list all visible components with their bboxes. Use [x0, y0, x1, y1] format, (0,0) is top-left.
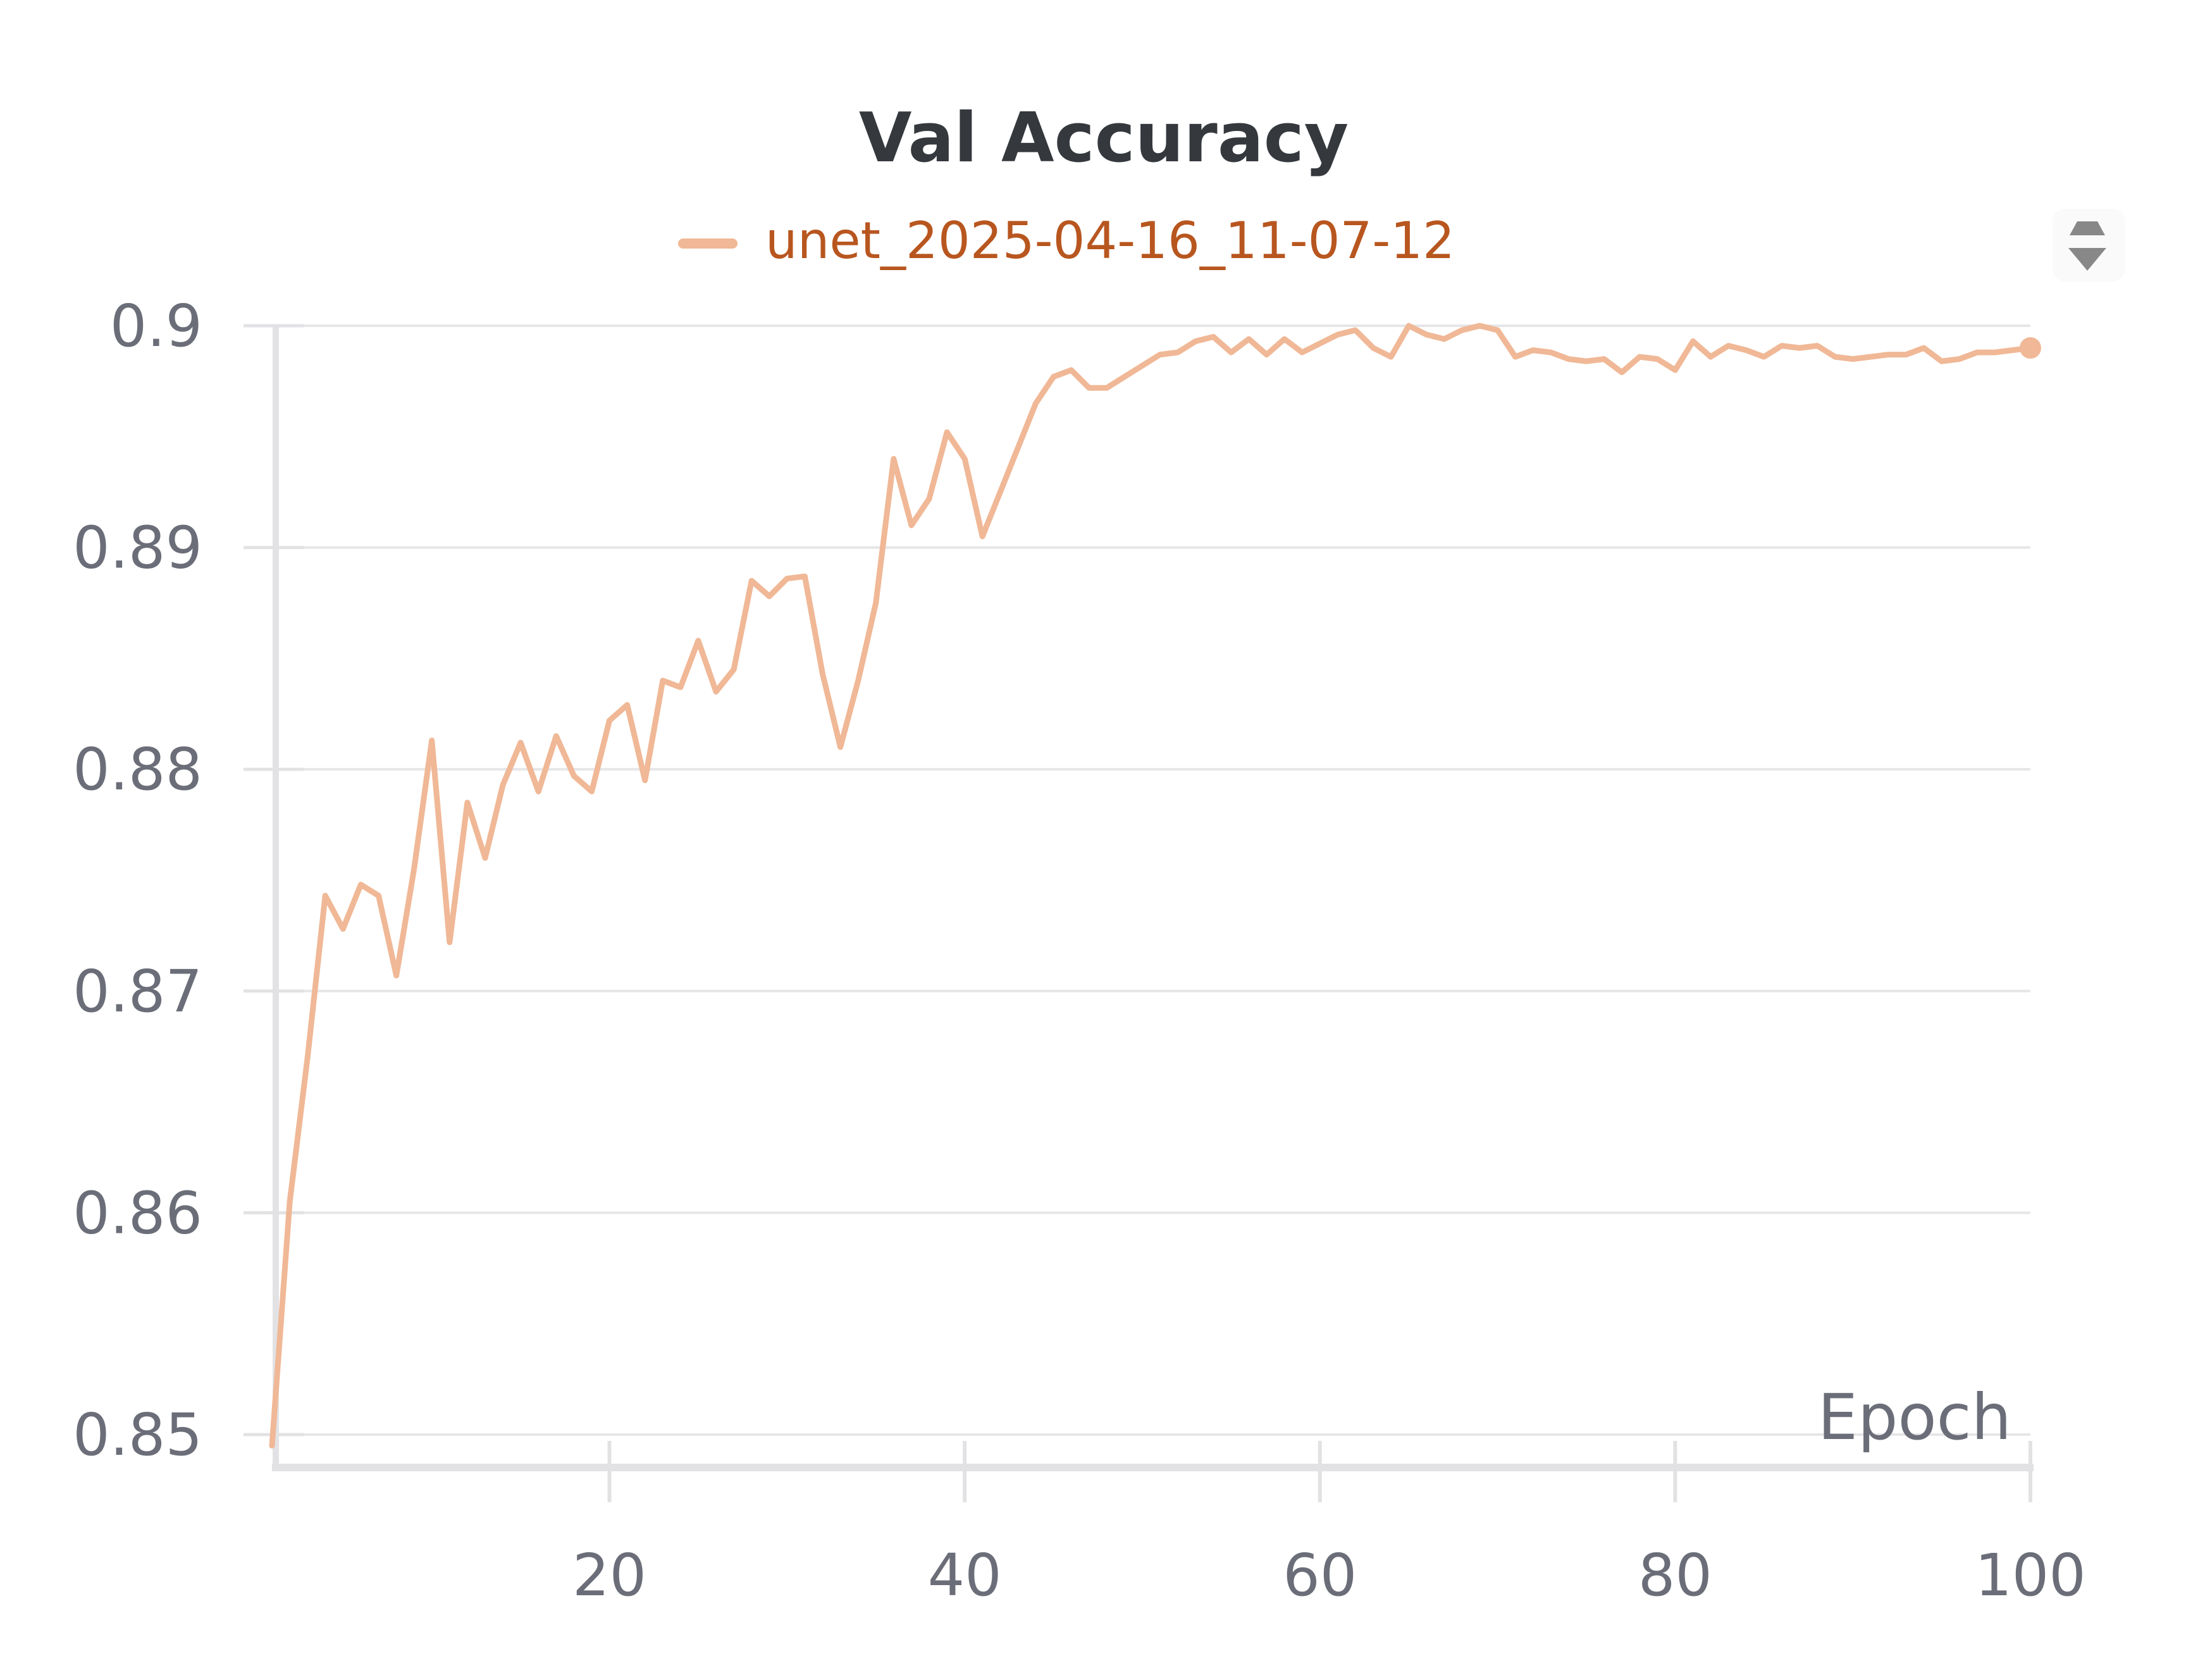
x-tick-label: 100	[1975, 1541, 2086, 1609]
y-tick-label: 0.85	[73, 1401, 202, 1469]
x-tick-label: 80	[1638, 1541, 1712, 1609]
x-tick-label: 40	[928, 1541, 1002, 1609]
y-tick-label: 0.9	[110, 292, 202, 360]
y-tick-label: 0.86	[73, 1179, 202, 1247]
x-tick-label: 60	[1283, 1541, 1357, 1609]
axes	[272, 326, 2034, 1471]
series-layer	[269, 323, 2041, 1448]
y-tick-label: 0.88	[73, 736, 202, 803]
y-tick-label: 0.87	[73, 958, 202, 1025]
y-tick-label: 0.89	[73, 514, 202, 582]
chart-title: Val Accuracy	[859, 99, 1349, 178]
y-axis-ticks: 0.85 0.86 0.87 0.88 0.89 0.9	[73, 292, 304, 1469]
sort-arrows-icon[interactable]	[2053, 209, 2125, 281]
x-axis-label: Epoch	[1818, 1380, 2011, 1454]
legend: unet_2025-04-16_11-07-12	[678, 211, 1455, 270]
series-end-point	[2020, 337, 2041, 359]
legend-entry: unet_2025-04-16_11-07-12	[765, 211, 1455, 270]
grid-lines	[244, 324, 2030, 1436]
x-tick-label: 20	[572, 1541, 646, 1609]
series-line	[269, 323, 2034, 1448]
x-axis-ticks: 20 40 60 80 100	[572, 1441, 2086, 1609]
